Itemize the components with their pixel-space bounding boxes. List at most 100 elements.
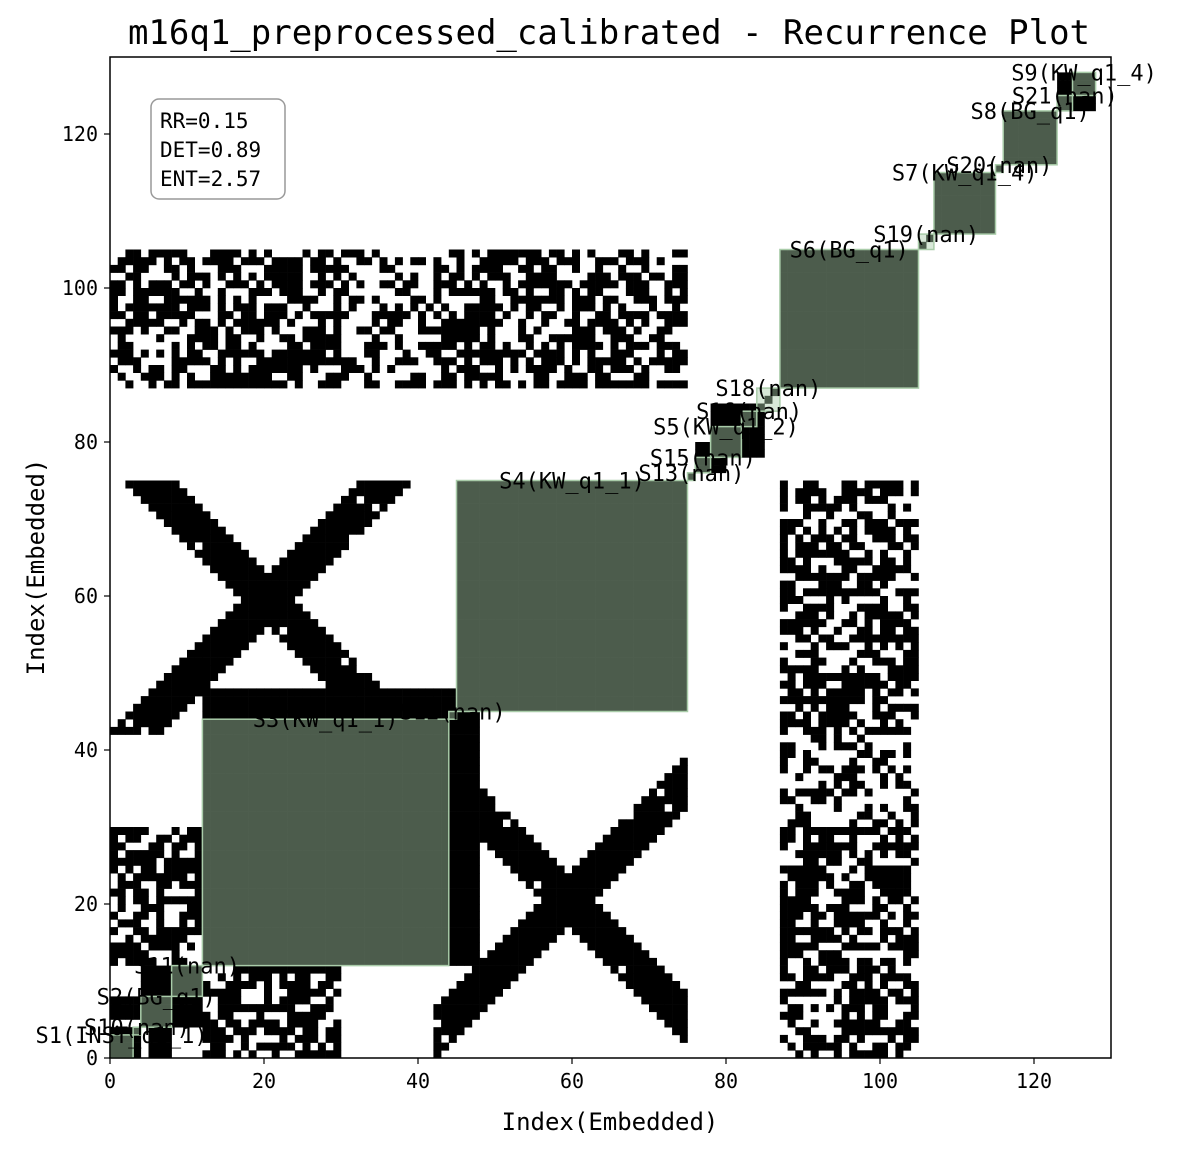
- recurrence-cell: [510, 295, 519, 304]
- recurrence-cell: [656, 649, 665, 658]
- recurrence-cell: [333, 819, 342, 828]
- recurrence-cell: [595, 888, 604, 897]
- recurrence-cell: [294, 996, 303, 1005]
- recurrence-cell: [217, 357, 226, 366]
- recurrence-cell: [456, 996, 465, 1005]
- recurrence-cell: [502, 680, 511, 689]
- recurrence-cell: [525, 341, 534, 350]
- recurrence-cell: [317, 827, 326, 835]
- recurrence-cell: [171, 688, 180, 697]
- recurrence-cell: [856, 973, 865, 982]
- recurrence-cell: [502, 649, 511, 658]
- recurrence-cell: [233, 973, 242, 982]
- recurrence-cell: [625, 696, 634, 705]
- recurrence-cell: [156, 372, 165, 381]
- recurrence-cell: [672, 634, 681, 643]
- recurrence-cell: [179, 511, 188, 520]
- recurrence-cell: [795, 803, 804, 812]
- recurrence-cell: [602, 703, 611, 712]
- recurrence-cell: [187, 303, 195, 312]
- recurrence-cell: [302, 549, 311, 558]
- recurrence-cell: [264, 711, 272, 720]
- recurrence-cell: [302, 827, 311, 835]
- recurrence-cell: [587, 880, 596, 889]
- recurrence-cell: [256, 880, 265, 889]
- recurrence-cell: [287, 711, 296, 720]
- recurrence-cell: [649, 526, 657, 535]
- recurrence-cell: [625, 557, 634, 566]
- recurrence-cell: [210, 326, 219, 335]
- recurrence-cell: [125, 1050, 134, 1059]
- recurrence-cell: [456, 326, 465, 335]
- recurrence-cell: [695, 465, 704, 474]
- recurrence-cell: [140, 965, 149, 974]
- recurrence-cell: [333, 765, 342, 774]
- recurrence-cell: [379, 834, 388, 843]
- recurrence-cell: [826, 580, 835, 589]
- recurrence-cell: [779, 365, 788, 373]
- recurrence-cell: [387, 904, 396, 912]
- recurrence-cell: [194, 827, 203, 835]
- recurrence-cell: [333, 688, 342, 697]
- recurrence-cell: [202, 1034, 211, 1043]
- recurrence-cell: [556, 511, 565, 520]
- recurrence-cell: [633, 326, 642, 335]
- recurrence-cell: [240, 957, 249, 966]
- recurrence-cell: [810, 788, 819, 797]
- recurrence-cell: [633, 341, 642, 350]
- recurrence-cell: [487, 988, 496, 997]
- recurrence-cell: [779, 696, 788, 705]
- recurrence-cell: [233, 942, 242, 951]
- recurrence-cell: [294, 773, 303, 782]
- recurrence-cell: [679, 596, 688, 604]
- recurrence-cell: [202, 634, 211, 643]
- recurrence-cell: [587, 357, 596, 366]
- recurrence-cell: [456, 911, 465, 920]
- recurrence-cell: [317, 726, 326, 735]
- recurrence-cell: [233, 950, 242, 959]
- recurrence-cell: [279, 981, 288, 989]
- recurrence-cell: [595, 934, 604, 943]
- recurrence-cell: [210, 634, 219, 643]
- recurrence-cell: [618, 534, 627, 543]
- recurrence-cell: [171, 1004, 180, 1013]
- recurrence-cell: [841, 318, 850, 327]
- recurrence-cell: [271, 572, 280, 581]
- recurrence-cell: [479, 688, 488, 697]
- recurrence-cell: [256, 780, 265, 789]
- recurrence-cell: [341, 942, 349, 951]
- recurrence-cell: [618, 819, 627, 828]
- recurrence-cell: [310, 1011, 319, 1020]
- recurrence-cell: [364, 372, 373, 381]
- recurrence-cell: [325, 888, 334, 897]
- recurrence-cell: [364, 857, 373, 866]
- recurrence-cell: [502, 603, 511, 612]
- recurrence-cell: [548, 280, 557, 289]
- recurrence-cell: [448, 834, 457, 843]
- recurrence-cell: [140, 850, 149, 859]
- recurrence-cell: [394, 334, 403, 343]
- recurrence-cell: [618, 649, 627, 658]
- recurrence-cell: [818, 380, 827, 389]
- recurrence-cell: [664, 788, 673, 797]
- recurrence-cell: [294, 341, 303, 350]
- recurrence-cell: [487, 696, 496, 705]
- recurrence-cell: [479, 288, 488, 296]
- recurrence-cell: [779, 288, 788, 296]
- recurrence-cell: [464, 873, 473, 882]
- recurrence-cell: [726, 418, 734, 427]
- recurrence-cell: [133, 850, 142, 859]
- recurrence-cell: [240, 311, 249, 320]
- recurrence-cell: [872, 965, 881, 974]
- recurrence-cell: [248, 873, 257, 882]
- recurrence-cell: [495, 549, 503, 558]
- recurrence-cell: [572, 549, 580, 558]
- recurrence-cell: [633, 526, 642, 535]
- recurrence-cell: [803, 834, 811, 843]
- recurrence-cell: [264, 873, 272, 882]
- recurrence-cell: [179, 503, 188, 512]
- recurrence-cell: [548, 534, 557, 543]
- recurrence-cell: [602, 511, 611, 520]
- recurrence-cell: [187, 673, 195, 681]
- recurrence-cell: [425, 896, 434, 905]
